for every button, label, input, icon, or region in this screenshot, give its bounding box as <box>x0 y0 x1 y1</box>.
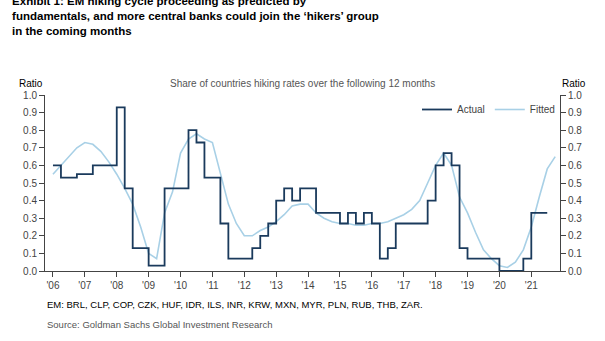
svg-text:0.0: 0.0 <box>23 266 37 277</box>
svg-text:0.9: 0.9 <box>23 107 37 118</box>
svg-text:'06: '06 <box>46 280 59 291</box>
svg-text:'10: '10 <box>174 280 187 291</box>
svg-text:'18: '18 <box>429 280 442 291</box>
svg-text:0.9: 0.9 <box>568 107 582 118</box>
svg-text:0.2: 0.2 <box>568 230 582 241</box>
svg-text:0.5: 0.5 <box>23 178 37 189</box>
svg-text:'21: '21 <box>525 280 538 291</box>
svg-text:1.0: 1.0 <box>23 90 37 101</box>
svg-text:'17: '17 <box>397 280 410 291</box>
svg-text:'11: '11 <box>206 280 219 291</box>
svg-text:0.1: 0.1 <box>568 248 582 259</box>
svg-text:0.2: 0.2 <box>23 230 37 241</box>
svg-text:0.4: 0.4 <box>23 195 37 206</box>
svg-text:EM: BRL, CLP, COP, CZK, HUF, I: EM: BRL, CLP, COP, CZK, HUF, IDR, ILS, I… <box>47 299 423 310</box>
svg-text:Actual: Actual <box>457 104 485 115</box>
svg-text:0.5: 0.5 <box>568 178 582 189</box>
svg-text:'16: '16 <box>365 280 378 291</box>
svg-text:1.0: 1.0 <box>568 90 582 101</box>
svg-text:0.0: 0.0 <box>568 266 582 277</box>
svg-text:0.3: 0.3 <box>568 213 582 224</box>
svg-text:'20: '20 <box>493 280 506 291</box>
svg-text:0.7: 0.7 <box>568 142 582 153</box>
svg-text:Fitted: Fitted <box>530 104 555 115</box>
svg-text:Ratio: Ratio <box>19 78 43 89</box>
svg-text:0.1: 0.1 <box>23 248 37 259</box>
svg-text:'07: '07 <box>78 280 91 291</box>
svg-text:'15: '15 <box>333 280 346 291</box>
svg-text:'19: '19 <box>461 280 474 291</box>
svg-text:0.6: 0.6 <box>568 160 582 171</box>
svg-text:0.3: 0.3 <box>23 213 37 224</box>
svg-text:Ratio: Ratio <box>562 78 586 89</box>
svg-text:'09: '09 <box>142 280 155 291</box>
svg-text:'12: '12 <box>238 280 251 291</box>
svg-text:0.8: 0.8 <box>568 125 582 136</box>
svg-text:0.8: 0.8 <box>23 125 37 136</box>
svg-text:Source: Goldman Sachs Global I: Source: Goldman Sachs Global Investment … <box>47 319 272 330</box>
svg-text:0.6: 0.6 <box>23 160 37 171</box>
svg-text:'08: '08 <box>110 280 123 291</box>
svg-text:'14: '14 <box>302 280 315 291</box>
svg-text:Share of countries hiking rate: Share of countries hiking rates over the… <box>170 78 435 89</box>
svg-text:'13: '13 <box>270 280 283 291</box>
svg-text:Exhibit 1: EM hiking cycle pro: Exhibit 1: EM hiking cycle proceeding as… <box>12 0 379 37</box>
svg-text:0.4: 0.4 <box>568 195 582 206</box>
svg-text:0.7: 0.7 <box>23 142 37 153</box>
